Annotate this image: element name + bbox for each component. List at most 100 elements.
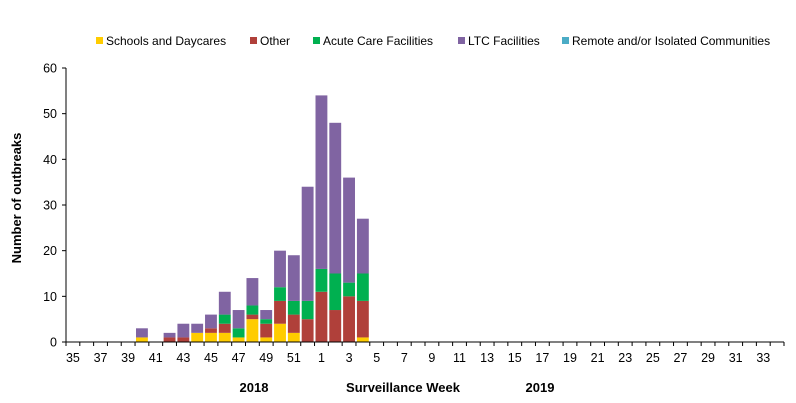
bar-segment-1-week-52 <box>301 319 314 342</box>
bar-segment-1-week-2 <box>329 310 342 342</box>
bar-segment-0-week-51 <box>287 332 300 342</box>
bar-segment-1-week-42 <box>163 337 176 342</box>
bar-segment-3-week-48 <box>246 278 259 306</box>
bar-segment-3-week-42 <box>163 332 176 338</box>
bar-segment-1-week-3 <box>343 296 355 342</box>
bar-segment-0-week-4 <box>356 337 369 342</box>
bar-segment-3-week-51 <box>287 255 300 301</box>
x-tick-label-49: 49 <box>259 351 273 365</box>
bar-segment-0-week-45 <box>205 332 217 342</box>
year-label-2018: 2018 <box>240 380 269 395</box>
y-axis-title: Number of outbreaks <box>9 133 24 264</box>
x-tick-label-23: 23 <box>618 351 632 365</box>
x-tick-label-51: 51 <box>287 351 301 365</box>
bar-segment-0-week-40 <box>136 337 148 342</box>
legend-label-3: LTC Facilities <box>468 34 540 48</box>
bar-segment-1-week-50 <box>274 300 286 324</box>
x-tick-label-21: 21 <box>591 351 605 365</box>
y-tick-label-50: 50 <box>43 107 57 121</box>
bar-segment-2-week-1 <box>315 268 328 292</box>
x-tick-label-27: 27 <box>673 351 687 365</box>
bar-segment-3-week-43 <box>177 323 190 338</box>
bar-segment-0-week-47 <box>232 337 245 342</box>
legend-swatch-3 <box>458 37 465 44</box>
bar-segment-2-week-3 <box>343 282 355 297</box>
x-tick-label-35: 35 <box>66 351 80 365</box>
bar-segment-3-week-52 <box>301 186 314 301</box>
legend-swatch-2 <box>313 37 320 44</box>
legend-label-1: Other <box>260 34 290 48</box>
bar-segment-1-week-45 <box>205 328 217 333</box>
x-tick-label-31: 31 <box>729 351 743 365</box>
x-tick-label-17: 17 <box>535 351 549 365</box>
bar-segment-1-week-1 <box>315 291 328 342</box>
bar-segment-2-week-52 <box>301 300 314 320</box>
legend-label-0: Schools and Daycares <box>106 34 226 48</box>
bar-segment-3-week-4 <box>356 218 369 274</box>
x-tick-label-45: 45 <box>204 351 218 365</box>
year-label-2019: 2019 <box>526 380 555 395</box>
bar-segment-0-week-44 <box>191 332 204 342</box>
x-tick-label-19: 19 <box>563 351 577 365</box>
bar-segment-2-week-50 <box>274 287 286 301</box>
bar-segment-0-week-50 <box>274 323 286 342</box>
bar-segment-3-week-47 <box>232 310 245 329</box>
x-tick-label-9: 9 <box>428 351 435 365</box>
bar-segment-2-week-4 <box>356 273 369 301</box>
bar-segment-1-week-48 <box>246 314 259 320</box>
bar-segment-2-week-51 <box>287 300 300 315</box>
x-tick-label-7: 7 <box>401 351 408 365</box>
x-tick-label-29: 29 <box>701 351 715 365</box>
x-axis-title: Surveillance Week <box>346 380 461 395</box>
bar-segment-2-week-2 <box>329 273 342 311</box>
bar-segment-3-week-2 <box>329 122 342 274</box>
bar-segment-2-week-47 <box>232 328 245 338</box>
x-tick-label-41: 41 <box>149 351 163 365</box>
legend-swatch-1 <box>250 37 257 44</box>
bar-segment-3-week-46 <box>218 291 231 315</box>
bar-segment-3-week-45 <box>205 314 217 329</box>
bar-segment-0-week-49 <box>260 337 273 342</box>
x-tick-label-25: 25 <box>646 351 660 365</box>
bar-segment-2-week-48 <box>246 305 259 315</box>
legend-swatch-0 <box>96 37 103 44</box>
x-tick-label-37: 37 <box>94 351 108 365</box>
x-tick-label-33: 33 <box>756 351 770 365</box>
x-tick-label-15: 15 <box>508 351 522 365</box>
bar-segment-1-week-46 <box>218 323 231 333</box>
chart-bars <box>136 95 369 342</box>
bar-segment-3-week-1 <box>315 95 328 269</box>
x-tick-label-43: 43 <box>176 351 190 365</box>
chart-legend: Schools and Daycares Other Acute Care Faci… <box>96 34 770 48</box>
x-tick-label-47: 47 <box>232 351 246 365</box>
x-tick-label-3: 3 <box>346 351 353 365</box>
bar-segment-3-week-49 <box>260 310 273 320</box>
x-tick-label-5: 5 <box>373 351 380 365</box>
bar-segment-3-week-50 <box>274 250 286 288</box>
y-tick-label-60: 60 <box>43 62 57 76</box>
bar-segment-0-week-48 <box>246 319 259 342</box>
bar-segment-1-week-49 <box>260 323 273 338</box>
bar-segment-3-week-3 <box>343 177 355 283</box>
y-tick-label-40: 40 <box>43 153 57 167</box>
y-tick-label-30: 30 <box>43 199 57 213</box>
bar-segment-0-week-46 <box>218 332 231 342</box>
legend-label-2: Acute Care Facilities <box>323 34 433 48</box>
y-tick-label-10: 10 <box>43 290 57 304</box>
x-tick-label-39: 39 <box>121 351 135 365</box>
legend-swatch-4 <box>562 37 569 44</box>
x-tick-label-13: 13 <box>480 351 494 365</box>
bar-segment-3-week-40 <box>136 328 148 338</box>
x-tick-label-1: 1 <box>318 351 325 365</box>
x-tick-label-11: 11 <box>453 351 466 365</box>
bar-segment-1-week-43 <box>177 337 190 342</box>
bar-segment-1-week-51 <box>287 314 300 333</box>
bar-segment-2-week-46 <box>218 314 231 324</box>
bar-segment-3-week-44 <box>191 323 204 333</box>
bar-segment-2-week-49 <box>260 319 273 324</box>
bar-segment-1-week-4 <box>356 300 369 338</box>
y-tick-label-20: 20 <box>43 244 57 258</box>
y-tick-label-0: 0 <box>50 336 57 350</box>
